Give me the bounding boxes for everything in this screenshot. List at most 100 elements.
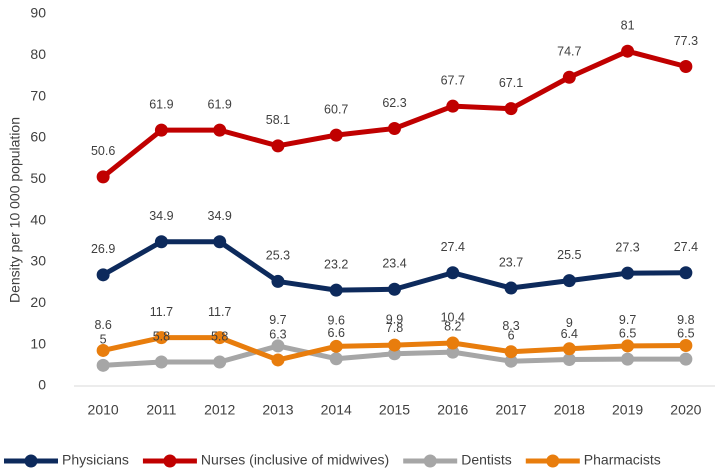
point xyxy=(562,70,576,84)
data-label: 62.3 xyxy=(382,96,406,110)
point xyxy=(562,342,576,356)
point xyxy=(446,99,460,113)
data-label: 10.4 xyxy=(441,310,465,324)
y-tick-label: 10 xyxy=(30,335,46,351)
data-label: 5.8 xyxy=(211,329,228,343)
legend-marker xyxy=(423,454,437,468)
x-tick-label: 2015 xyxy=(379,402,410,418)
point xyxy=(504,281,518,295)
x-tick-label: 2016 xyxy=(437,402,468,418)
point xyxy=(504,102,518,116)
legend-label: Dentists xyxy=(461,452,512,468)
point xyxy=(329,283,343,297)
y-tick-label: 60 xyxy=(30,129,46,145)
data-label: 11.7 xyxy=(150,305,173,319)
data-label: 9.7 xyxy=(269,313,286,327)
data-label: 6.4 xyxy=(561,327,578,341)
y-tick-label: 90 xyxy=(30,5,46,21)
point xyxy=(96,170,110,184)
data-label: 6.6 xyxy=(328,326,345,340)
data-label: 9.6 xyxy=(328,314,345,328)
data-label: 6 xyxy=(508,328,515,342)
point xyxy=(154,123,168,137)
y-tick-label: 70 xyxy=(30,87,46,103)
data-label: 8.3 xyxy=(502,319,519,333)
x-tick-label: 2013 xyxy=(262,402,293,418)
y-tick-label: 0 xyxy=(38,377,46,393)
data-label: 5.8 xyxy=(153,329,170,343)
series-line xyxy=(101,48,687,179)
data-label: 8.2 xyxy=(444,319,461,333)
legend-label: Pharmacists xyxy=(584,452,661,468)
data-label: 50.6 xyxy=(91,144,115,158)
point xyxy=(271,274,285,288)
data-label: 27.4 xyxy=(441,240,465,254)
point xyxy=(154,331,168,345)
point xyxy=(621,266,635,280)
data-label: 58.1 xyxy=(266,113,290,127)
legend-marker xyxy=(546,454,560,468)
legend-marker xyxy=(163,454,177,468)
data-label: 27.4 xyxy=(674,240,698,254)
point xyxy=(213,123,227,137)
point xyxy=(621,44,635,58)
point xyxy=(621,339,635,353)
data-label: 27.3 xyxy=(615,240,639,254)
data-label: 25.5 xyxy=(557,248,581,262)
point xyxy=(388,338,401,352)
point xyxy=(679,266,693,280)
data-label: 9.8 xyxy=(677,313,694,327)
point xyxy=(621,352,635,366)
data-label: 81 xyxy=(621,18,635,32)
y-tick-label: 50 xyxy=(30,170,46,186)
data-label: 6.5 xyxy=(619,326,636,340)
data-label: 11.7 xyxy=(208,305,231,319)
x-tick-label: 2012 xyxy=(204,402,235,418)
point xyxy=(562,274,576,288)
point xyxy=(271,339,285,353)
data-label: 9.7 xyxy=(619,313,636,327)
data-label: 8.6 xyxy=(94,318,111,332)
point xyxy=(446,345,460,359)
data-label: 77.3 xyxy=(674,34,698,48)
point xyxy=(679,338,693,352)
legend-label: Physicians xyxy=(62,452,129,468)
data-label: 34.9 xyxy=(149,209,173,223)
x-tick-label: 2010 xyxy=(88,402,119,418)
point xyxy=(154,235,168,249)
point xyxy=(388,121,401,135)
x-tick-label: 2019 xyxy=(612,402,643,418)
data-label: 7.8 xyxy=(386,321,403,335)
data-label: 67.1 xyxy=(499,76,523,90)
point xyxy=(504,354,518,368)
data-label: 5 xyxy=(100,333,107,347)
data-label: 34.9 xyxy=(208,209,232,223)
point xyxy=(446,266,460,280)
point xyxy=(96,343,110,357)
point xyxy=(679,352,693,366)
x-tick-label: 2018 xyxy=(554,402,585,418)
point xyxy=(213,355,227,369)
point xyxy=(154,355,168,369)
data-label: 23.4 xyxy=(382,257,406,271)
point xyxy=(213,235,227,249)
point xyxy=(96,268,110,282)
point xyxy=(388,282,401,296)
point xyxy=(679,59,693,73)
data-label: 61.9 xyxy=(149,97,173,111)
point xyxy=(329,128,343,142)
legend-label: Nurses (inclusive of midwives) xyxy=(201,452,389,468)
legend-marker xyxy=(24,454,38,468)
data-label: 9 xyxy=(566,316,573,330)
data-label: 23.7 xyxy=(499,255,523,269)
data-label: 25.3 xyxy=(266,249,290,263)
data-label: 74.7 xyxy=(557,45,581,59)
y-tick-label: 80 xyxy=(30,46,46,62)
y-axis-label: Density per 10 000 population xyxy=(7,117,23,303)
x-tick-label: 2014 xyxy=(321,402,352,418)
x-tick-label: 2020 xyxy=(670,402,701,418)
data-label: 67.7 xyxy=(441,73,465,87)
y-tick-label: 40 xyxy=(30,211,46,227)
data-label: 23.2 xyxy=(324,257,348,271)
